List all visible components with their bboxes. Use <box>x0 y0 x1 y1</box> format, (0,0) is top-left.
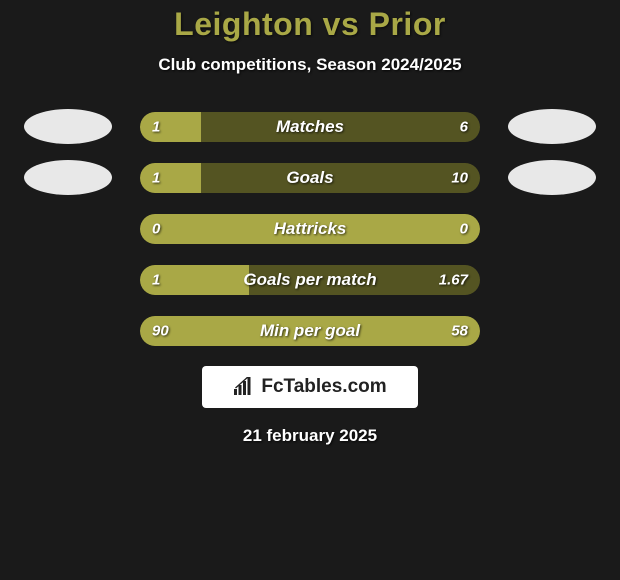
stat-value-right: 1.67 <box>439 271 468 288</box>
brand-label: FcTables.com <box>261 376 386 398</box>
stat-label: Min per goal <box>260 321 360 341</box>
stat-bar-fill <box>140 112 201 142</box>
stat-label: Goals <box>286 168 333 188</box>
stat-value-right: 6 <box>460 118 468 135</box>
avatar-right <box>508 109 596 144</box>
avatar-placeholder <box>24 211 112 246</box>
page-title: Leighton vs Prior <box>0 6 620 43</box>
avatar-placeholder <box>24 313 112 348</box>
avatar-right <box>508 160 596 195</box>
stat-value-right: 10 <box>451 169 468 186</box>
stat-value-right: 0 <box>460 220 468 237</box>
avatar-left <box>24 160 112 195</box>
stat-value-left: 1 <box>152 118 160 135</box>
stat-bar: 0 Hattricks 0 <box>140 214 480 244</box>
comparison-container: Leighton vs Prior Club competitions, Sea… <box>0 0 620 446</box>
brand-box[interactable]: FcTables.com <box>202 366 418 408</box>
stat-bar: 1 Matches 6 <box>140 112 480 142</box>
page-subtitle: Club competitions, Season 2024/2025 <box>0 55 620 75</box>
stat-bar: 1 Goals per match 1.67 <box>140 265 480 295</box>
stat-row: 1 Matches 6 <box>0 109 620 144</box>
stat-label: Matches <box>276 117 344 137</box>
avatar-placeholder <box>508 313 596 348</box>
stat-bar: 90 Min per goal 58 <box>140 316 480 346</box>
stat-row: 1 Goals per match 1.67 <box>0 262 620 297</box>
avatar-placeholder <box>24 262 112 297</box>
stat-value-left: 1 <box>152 169 160 186</box>
stat-label: Hattricks <box>274 219 347 239</box>
avatar-placeholder <box>508 211 596 246</box>
stat-value-left: 1 <box>152 271 160 288</box>
stat-row: 90 Min per goal 58 <box>0 313 620 348</box>
avatar-placeholder <box>508 262 596 297</box>
avatar-left <box>24 109 112 144</box>
stat-value-left: 90 <box>152 322 169 339</box>
stat-label: Goals per match <box>243 270 376 290</box>
chart-icon <box>233 377 255 397</box>
stat-bar: 1 Goals 10 <box>140 163 480 193</box>
stat-bar-fill <box>140 163 201 193</box>
stats-rows: 1 Matches 6 1 Goals 10 0 Hattricks 0 1 Goals per m… <box>0 109 620 348</box>
stat-value-left: 0 <box>152 220 160 237</box>
stat-row: 0 Hattricks 0 <box>0 211 620 246</box>
date-text: 21 february 2025 <box>0 426 620 446</box>
stat-value-right: 58 <box>451 322 468 339</box>
stat-row: 1 Goals 10 <box>0 160 620 195</box>
